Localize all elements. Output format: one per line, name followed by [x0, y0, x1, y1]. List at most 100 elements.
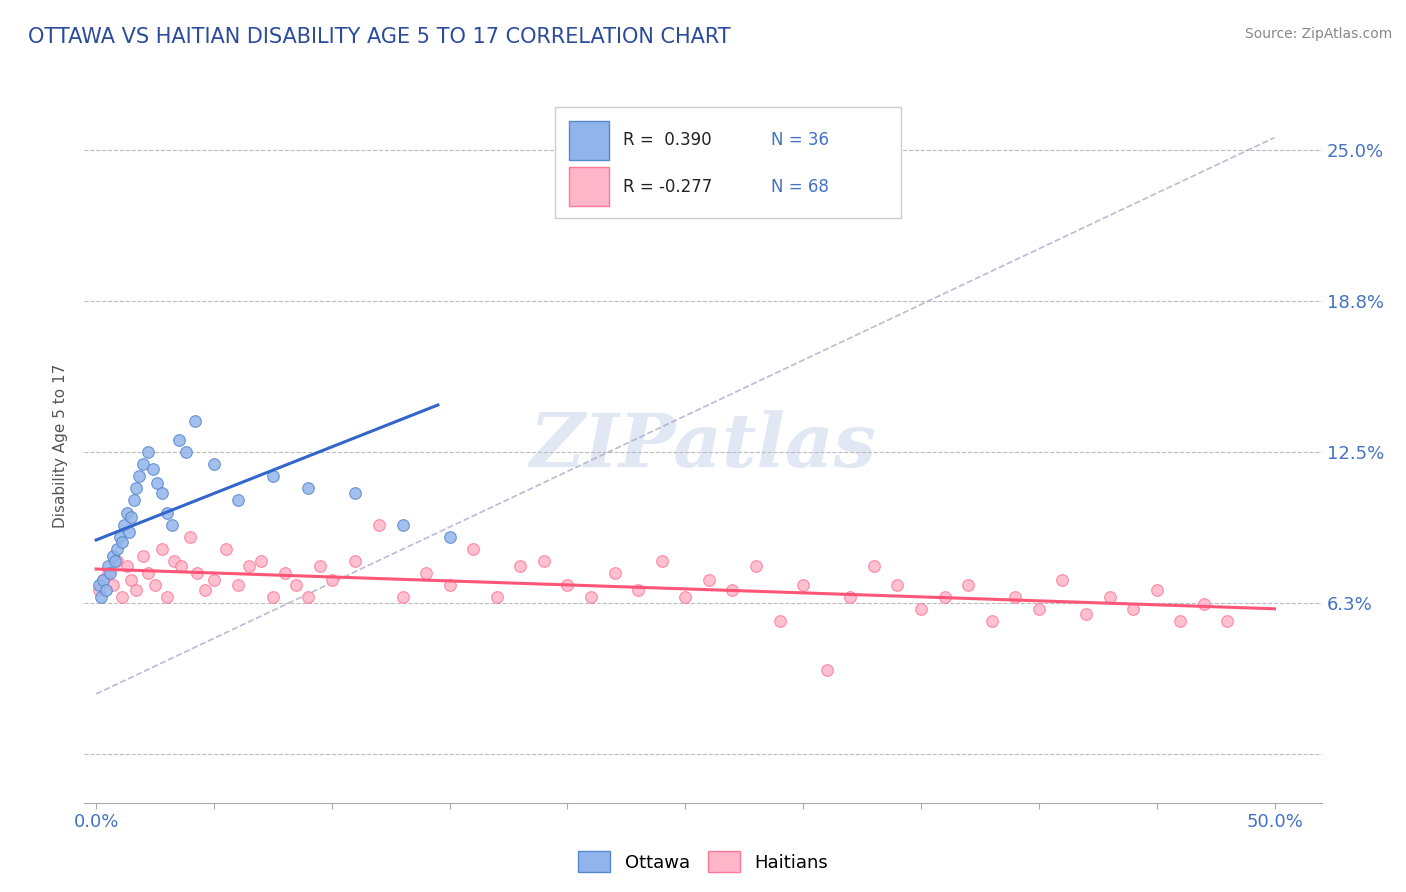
Point	[934, 590, 956, 604]
Point	[673, 590, 696, 604]
Point	[179, 530, 201, 544]
Point	[97, 566, 120, 580]
Point	[150, 486, 173, 500]
Point	[1146, 582, 1168, 597]
Point	[143, 578, 166, 592]
Point	[156, 590, 179, 604]
Point	[285, 578, 308, 592]
Point	[160, 517, 183, 532]
Point	[651, 554, 673, 568]
Point	[368, 517, 391, 532]
Point	[1192, 598, 1215, 612]
Point	[98, 566, 121, 580]
Point	[101, 578, 124, 592]
Point	[104, 554, 127, 568]
Point	[136, 445, 159, 459]
Point	[87, 582, 110, 597]
Point	[579, 590, 602, 604]
Point	[509, 558, 531, 573]
Point	[344, 554, 367, 568]
Y-axis label: Disability Age 5 to 17: Disability Age 5 to 17	[53, 364, 69, 528]
Point	[1098, 590, 1121, 604]
Point	[463, 541, 485, 556]
Point	[768, 615, 790, 629]
Point	[105, 541, 128, 556]
Point	[262, 590, 284, 604]
Point	[142, 462, 165, 476]
Text: OTTAWA VS HAITIAN DISABILITY AGE 5 TO 17 CORRELATION CHART: OTTAWA VS HAITIAN DISABILITY AGE 5 TO 17…	[28, 27, 731, 46]
Point	[125, 481, 148, 495]
Point	[132, 549, 155, 563]
Point	[156, 506, 179, 520]
Point	[557, 578, 579, 592]
Point	[603, 566, 626, 580]
Point	[415, 566, 437, 580]
FancyBboxPatch shape	[569, 120, 609, 160]
Point	[250, 554, 273, 568]
Point	[533, 554, 555, 568]
Point	[1074, 607, 1097, 621]
Point	[108, 530, 131, 544]
Point	[815, 663, 838, 677]
Point	[238, 558, 260, 573]
Point	[94, 582, 117, 597]
Point	[184, 414, 207, 428]
Point	[118, 524, 141, 539]
Point	[439, 530, 461, 544]
Text: N = 36: N = 36	[770, 131, 830, 149]
Point	[745, 558, 768, 573]
Point	[910, 602, 932, 616]
Point	[273, 566, 295, 580]
FancyBboxPatch shape	[569, 167, 609, 206]
Point	[309, 558, 332, 573]
Text: N = 68: N = 68	[770, 178, 830, 195]
Point	[163, 554, 186, 568]
Point	[297, 590, 319, 604]
Point	[111, 590, 134, 604]
Point	[839, 590, 862, 604]
Point	[721, 582, 744, 597]
Point	[121, 510, 143, 524]
Point	[226, 493, 249, 508]
Point	[111, 534, 134, 549]
Point	[170, 558, 193, 573]
Point	[603, 191, 626, 205]
Point	[215, 541, 238, 556]
Text: Source: ZipAtlas.com: Source: ZipAtlas.com	[1244, 27, 1392, 41]
Point	[105, 554, 128, 568]
Point	[1028, 602, 1050, 616]
Point	[90, 590, 112, 604]
Point	[1052, 574, 1074, 588]
Point	[863, 558, 886, 573]
Point	[262, 469, 284, 483]
Point	[957, 578, 980, 592]
Point	[344, 486, 367, 500]
Text: ZIPatlas: ZIPatlas	[530, 409, 876, 483]
FancyBboxPatch shape	[554, 107, 901, 218]
Point	[132, 457, 155, 471]
Point	[1216, 615, 1239, 629]
Point	[202, 457, 225, 471]
Point	[167, 433, 190, 447]
Text: R =  0.390: R = 0.390	[623, 131, 711, 149]
Point	[121, 574, 143, 588]
Point	[226, 578, 249, 592]
Point	[115, 506, 138, 520]
Point	[150, 541, 173, 556]
Text: R = -0.277: R = -0.277	[623, 178, 711, 195]
Point	[886, 578, 908, 592]
Point	[115, 558, 138, 573]
Legend: Ottawa, Haitians: Ottawa, Haitians	[571, 844, 835, 880]
Point	[391, 590, 413, 604]
Point	[297, 481, 319, 495]
Point	[97, 558, 120, 573]
Point	[136, 566, 159, 580]
Point	[202, 574, 225, 588]
Point	[128, 469, 150, 483]
Point	[792, 578, 814, 592]
Point	[125, 582, 148, 597]
Point	[146, 476, 169, 491]
Point	[439, 578, 461, 592]
Point	[697, 574, 720, 588]
Point	[122, 493, 145, 508]
